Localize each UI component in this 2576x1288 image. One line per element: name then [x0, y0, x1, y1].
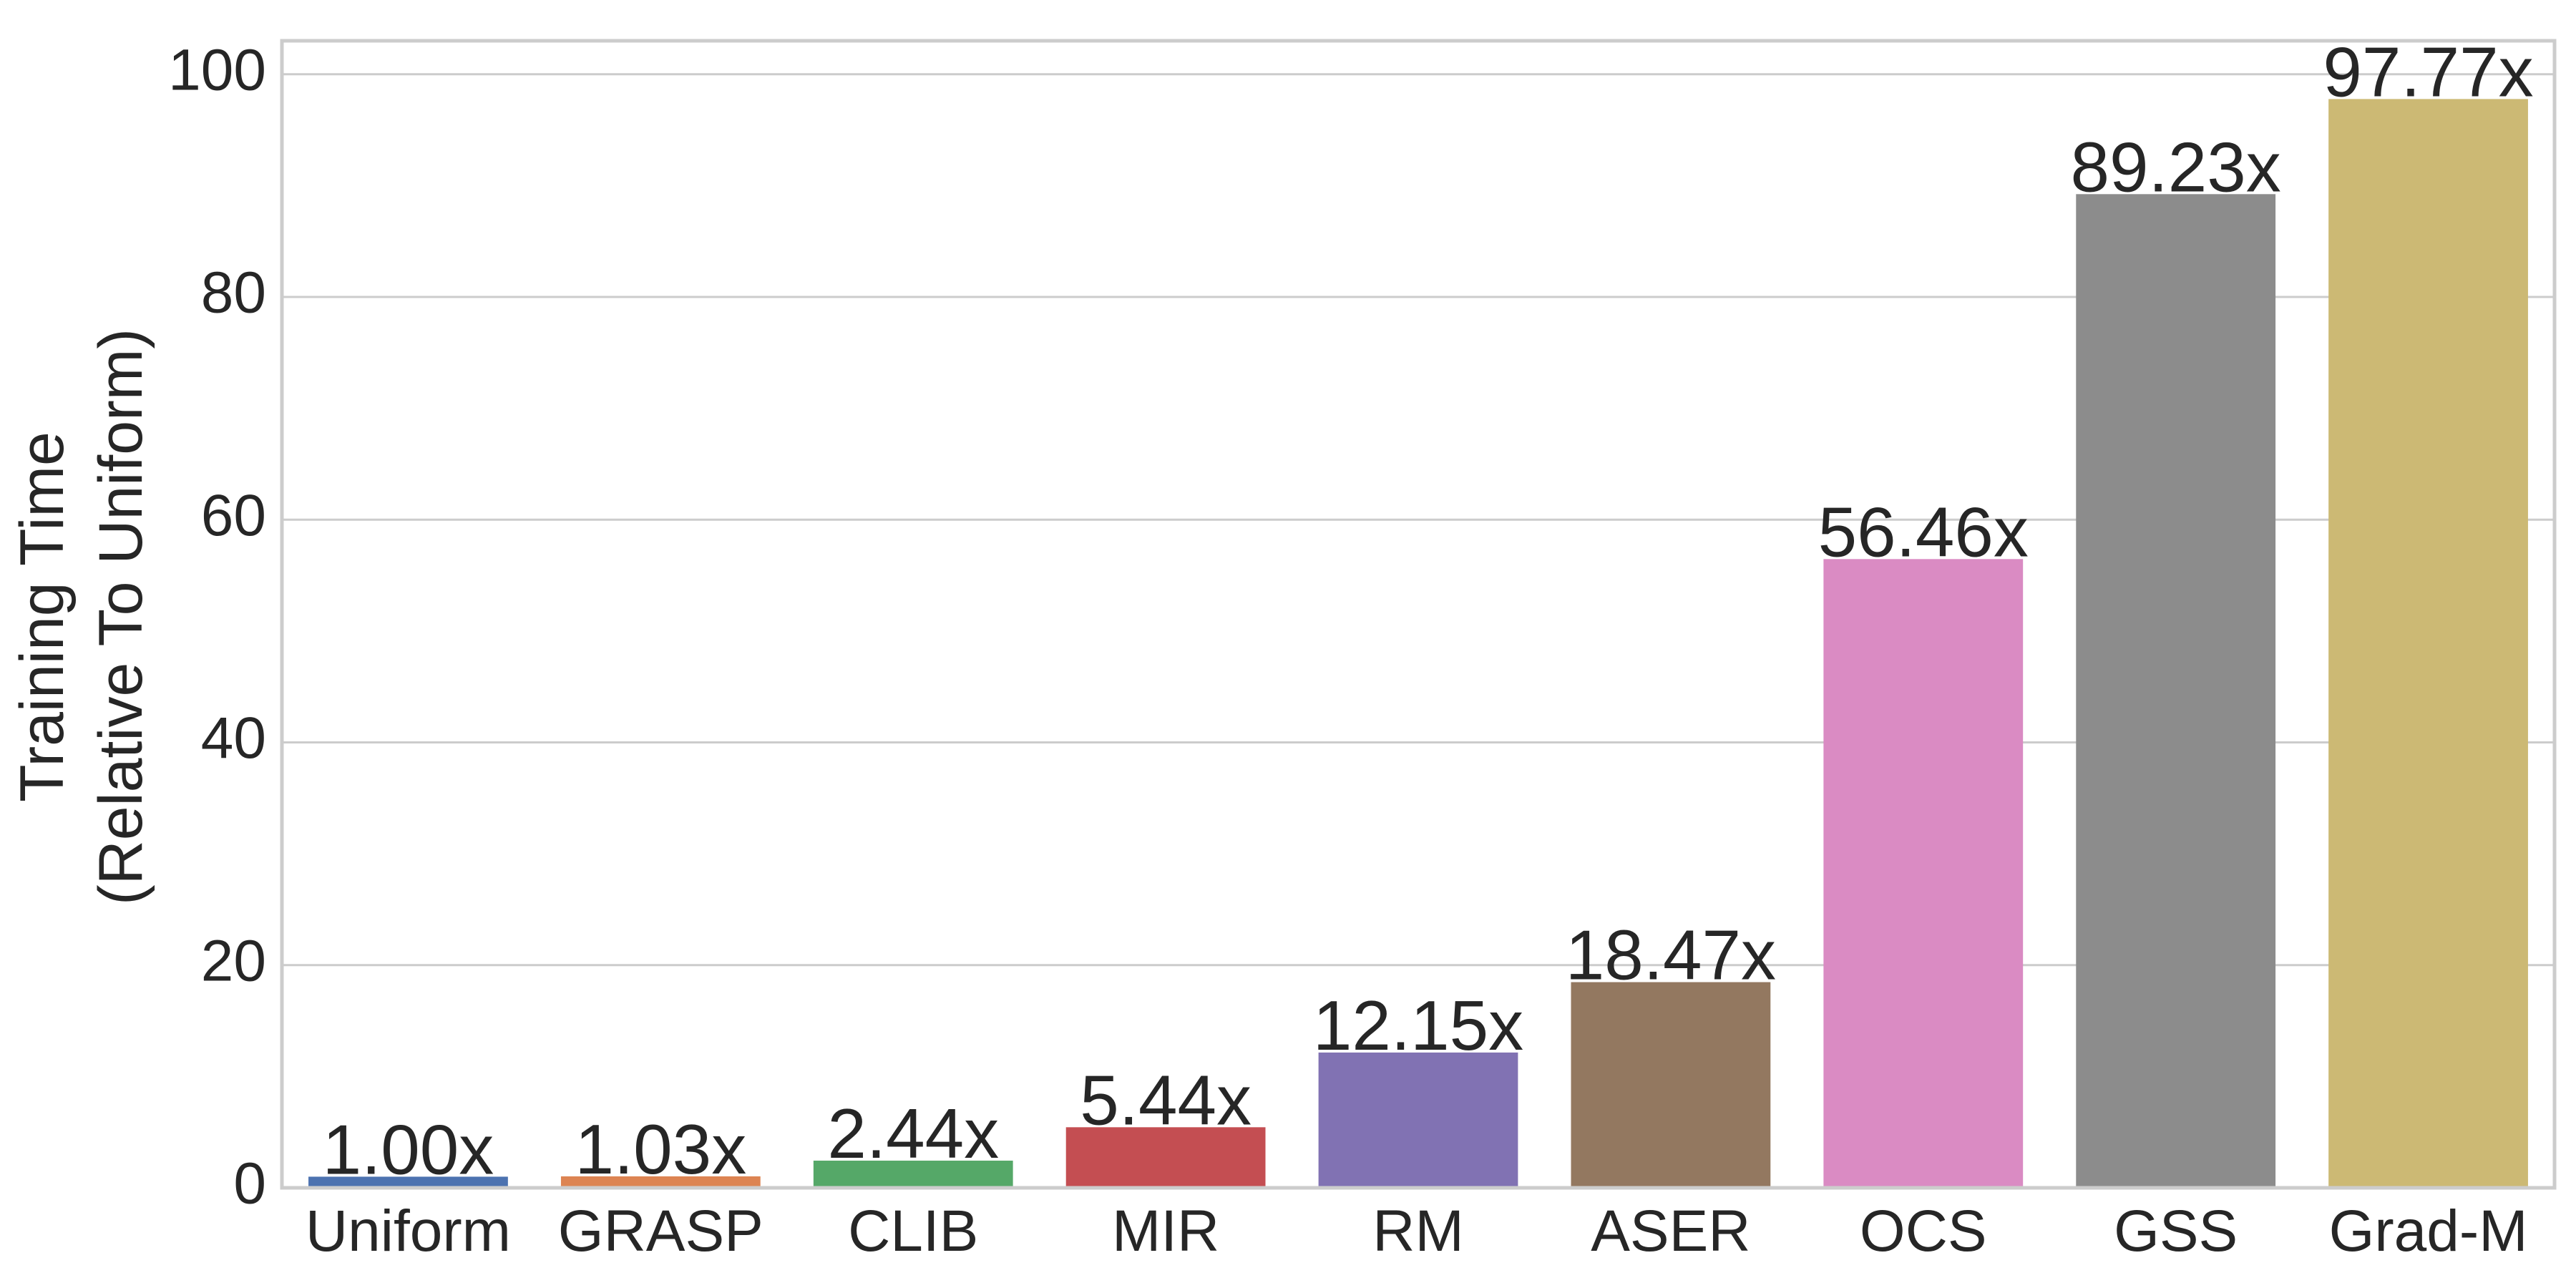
- x-tick-label-grasp: GRASP: [558, 1199, 763, 1264]
- data-label-rm: 12.15x: [1313, 986, 1523, 1065]
- data-label-mir: 5.44x: [1080, 1060, 1252, 1139]
- x-tick-label-rm: RM: [1372, 1199, 1464, 1264]
- y-tick-label-40: 40: [201, 706, 266, 771]
- x-tick-labels: Uniform GRASP CLIB MIR RM ASER OCS GSS Grad-M: [306, 1199, 2528, 1264]
- data-label-ocs: 56.46x: [1818, 492, 2029, 571]
- data-label-uniform: 1.00x: [323, 1110, 494, 1189]
- x-tick-label-uniform: Uniform: [306, 1199, 511, 1264]
- x-tick-label-grad-m: Grad-M: [2329, 1199, 2528, 1264]
- data-label-grasp: 1.03x: [575, 1110, 746, 1189]
- plot-frame: [280, 39, 2557, 1190]
- bar-grasp: [560, 1176, 761, 1188]
- y-tick-labels: 0 20 40 60 80 100: [168, 37, 266, 1216]
- data-label-clib: 2.44x: [827, 1094, 999, 1173]
- y-tick-label-20: 20: [201, 928, 266, 993]
- x-tick-label-ocs: OCS: [1860, 1199, 1987, 1264]
- bar-layer: [308, 99, 2528, 1189]
- bar-ocs: [1823, 559, 2024, 1188]
- bar-mir: [1065, 1127, 1266, 1188]
- x-tick-label-clib: CLIB: [848, 1199, 978, 1264]
- y-tick-label-80: 80: [201, 260, 266, 326]
- y-tick-label-0: 0: [233, 1151, 266, 1216]
- data-labels: 1.00x 1.03x 2.44x 5.44x 12.15x 18.47x 56.46x 89…: [323, 32, 2534, 1189]
- x-tick-label-aser: ASER: [1591, 1199, 1750, 1264]
- x-tick-label-mir: MIR: [1112, 1199, 1219, 1264]
- y-axis-title-line-2: (Relative To Uniform): [87, 328, 155, 905]
- bar-rm: [1318, 1052, 1518, 1188]
- bar-grad-m: [2328, 99, 2528, 1189]
- bar-aser: [1571, 982, 1771, 1188]
- y-tick-label-60: 60: [201, 483, 266, 548]
- bar-uniform: [308, 1176, 508, 1188]
- data-label-gss: 89.23x: [2071, 127, 2281, 206]
- x-tick-label-gss: GSS: [2114, 1199, 2238, 1264]
- bar-gss: [2076, 194, 2276, 1189]
- data-label-aser: 18.47x: [1566, 916, 1776, 995]
- data-label-grad-m: 97.77x: [2323, 32, 2533, 111]
- y-tick-label-100: 100: [168, 37, 266, 102]
- bar-clib: [813, 1161, 1013, 1188]
- y-axis-title-line-1: Training Time: [8, 431, 77, 802]
